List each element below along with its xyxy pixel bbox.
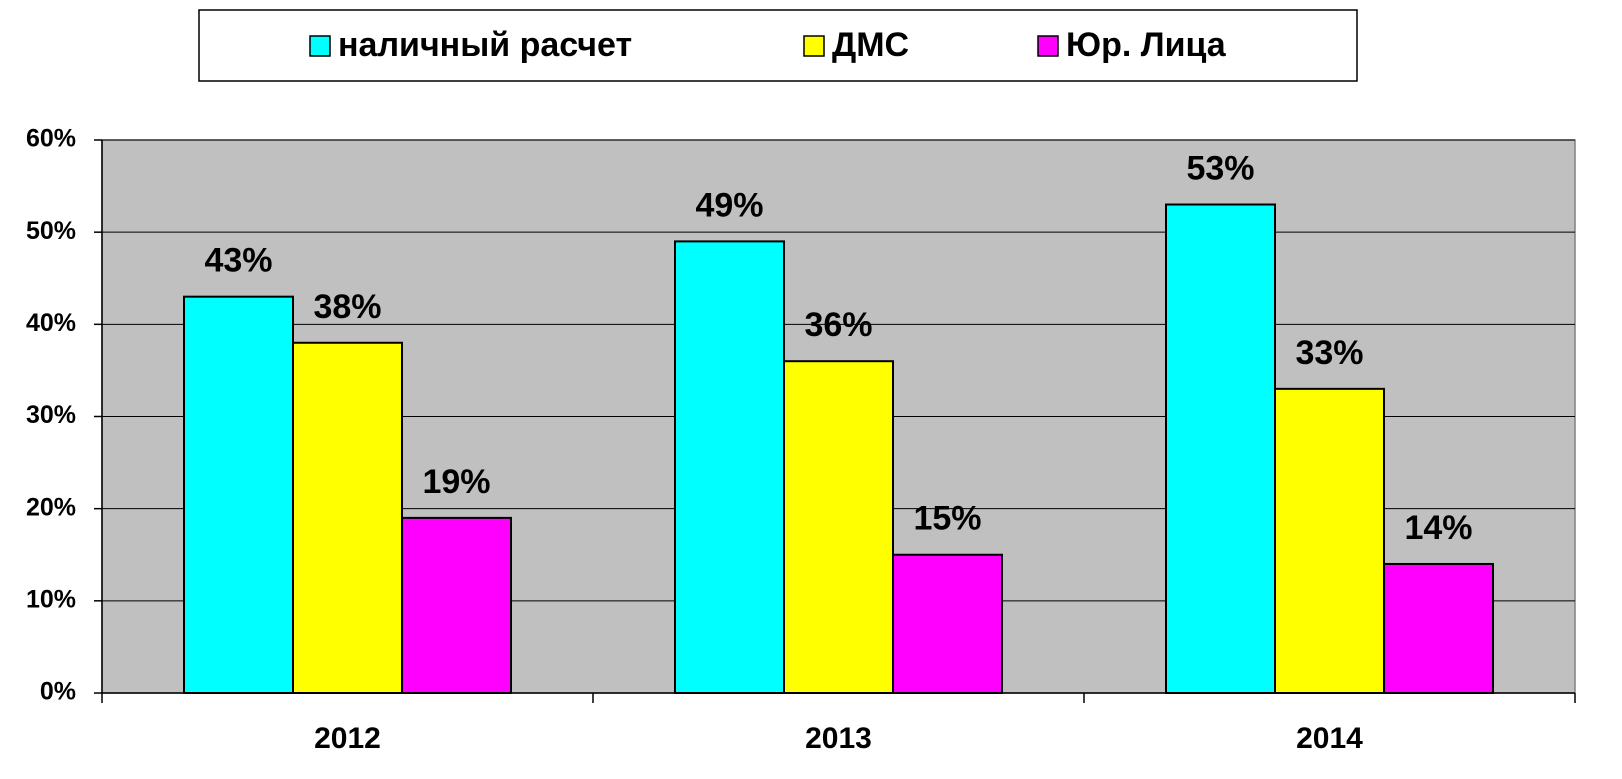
bar [674, 240, 785, 694]
y-tick-label: 30% [26, 401, 76, 429]
y-tick-label: 20% [26, 493, 76, 521]
value-label: 36% [804, 306, 872, 344]
y-tick-label: 40% [26, 309, 76, 337]
bar [401, 516, 512, 695]
y-tick-label: 50% [26, 217, 76, 245]
value-label: 14% [1404, 509, 1472, 547]
bar [183, 295, 294, 694]
value-label: 53% [1186, 150, 1254, 188]
legend-swatch [803, 35, 825, 57]
legend-label: ДМС [832, 26, 909, 64]
legend-label: наличный расчет [338, 26, 632, 64]
y-tick-label: 0% [40, 678, 76, 706]
bar [892, 553, 1003, 694]
y-tick-label: 60% [26, 125, 76, 153]
legend-box [198, 9, 1358, 82]
bar [1274, 387, 1385, 694]
x-tick-label: 2013 [805, 722, 872, 755]
bar [1383, 562, 1494, 695]
value-label: 49% [695, 186, 763, 224]
value-label: 33% [1295, 334, 1363, 372]
value-label: 43% [204, 242, 272, 280]
x-tick-label: 2012 [314, 722, 381, 755]
x-tick-label: 2014 [1296, 722, 1363, 755]
value-label: 15% [913, 500, 981, 538]
legend-swatch [309, 35, 331, 57]
bar [1165, 203, 1276, 694]
legend-label: Юр. Лица [1066, 26, 1227, 64]
bar [783, 360, 894, 694]
value-label: 38% [313, 288, 381, 326]
bar [292, 341, 403, 694]
y-tick-label: 10% [26, 585, 76, 613]
value-label: 19% [422, 463, 490, 501]
legend-swatch [1037, 35, 1059, 57]
